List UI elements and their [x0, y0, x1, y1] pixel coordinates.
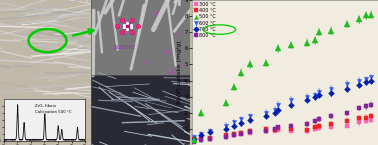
Bar	[91, 75, 190, 145]
Text: +: +	[168, 68, 174, 77]
Bar	[91, 0, 190, 75]
Text: Calcination 500 °C: Calcination 500 °C	[35, 110, 71, 114]
Text: +: +	[164, 48, 170, 57]
Text: Sb(OH)₆⁻: Sb(OH)₆⁻	[114, 45, 139, 50]
Text: +: +	[153, 9, 159, 18]
Legend: 300 °C, 400 °C, 500 °C, 600 °C, 700 °C, 800 °C: 300 °C, 400 °C, 500 °C, 600 °C, 700 °C, …	[193, 1, 217, 39]
Text: +: +	[177, 61, 184, 70]
Y-axis label: Sb(V) uptake (mg/g): Sb(V) uptake (mg/g)	[177, 41, 182, 104]
Text: +: +	[141, 58, 147, 67]
Text: +: +	[174, 30, 180, 39]
Text: ZrO₂ fibers: ZrO₂ fibers	[35, 104, 56, 108]
